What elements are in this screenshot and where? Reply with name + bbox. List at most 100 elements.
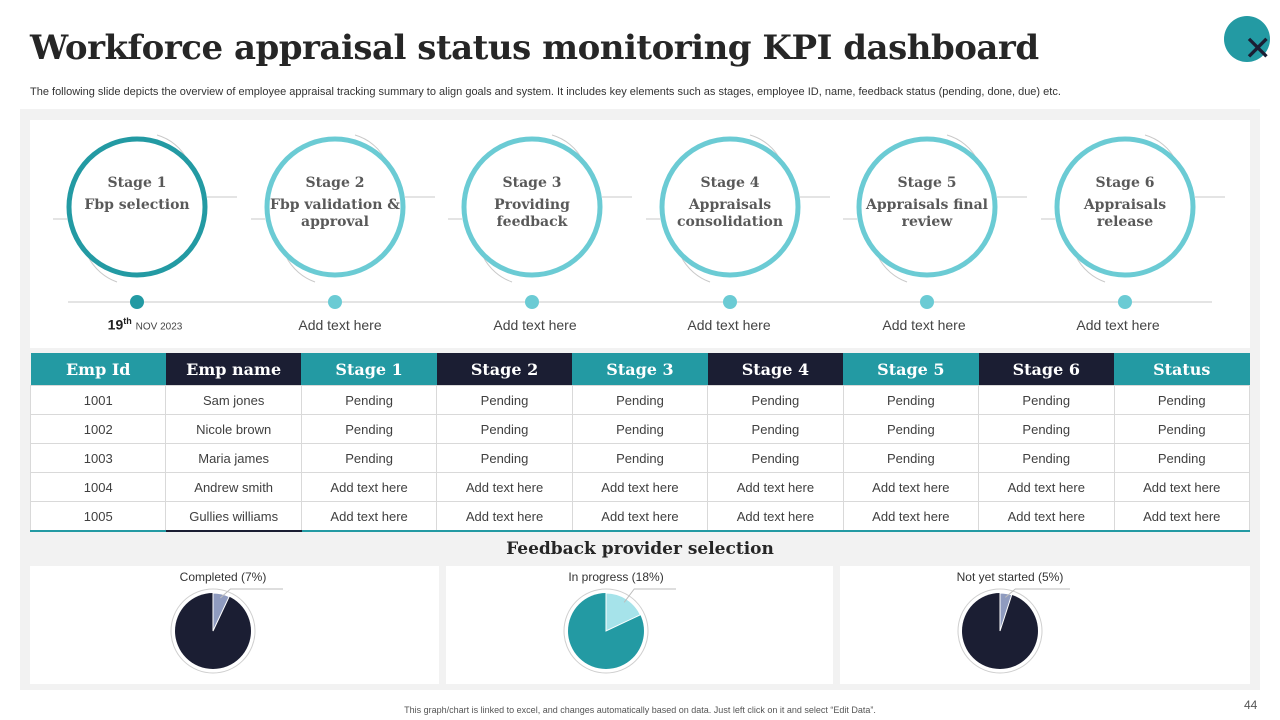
table-row: 1004 Andrew smith Add text here Add text he… (29, 472, 1250, 502)
table-cell: Maria james (165, 443, 302, 473)
stages-section (30, 120, 1250, 348)
pie-chart (957, 588, 1070, 674)
stage-number: Stage 3 (502, 175, 562, 191)
column-header: Status (1114, 353, 1250, 386)
table-cell: Pending (1113, 414, 1250, 444)
stage-ring-3 (448, 134, 632, 283)
pie-chart-card[interactable]: Not yet started (5%) (840, 566, 1250, 684)
column-header: Stage 2 (436, 353, 573, 386)
timeline-text-5[interactable]: Add text here (882, 317, 966, 333)
timeline-text-3[interactable]: Add text here (493, 317, 577, 333)
timeline-date: 19th NOV 2023 (90, 316, 200, 333)
stage-number: Stage 6 (1095, 175, 1155, 191)
feedback-title: Feedback provider selection (506, 539, 774, 559)
table-cell: Add text here (571, 501, 709, 532)
table-cell: Pending (300, 385, 438, 415)
timeline-dot-3 (525, 295, 539, 309)
stage-name: Appraisals consolidation (676, 197, 784, 230)
table-cell: Pending (707, 385, 844, 415)
stage-label-3: Stage 3 Providing feedback (467, 175, 597, 231)
date-day: 19 (107, 316, 124, 333)
table-cell: Pending (571, 443, 709, 473)
stage-ring-5 (843, 134, 1027, 283)
stage-label-2: Stage 2 Fbp validation & approval (270, 175, 400, 231)
pie-leader-line (1004, 588, 1070, 598)
close-button[interactable]: ✕ (1224, 16, 1272, 66)
table-cell: Add text here (978, 472, 1115, 502)
table-cell: Pending (571, 385, 709, 415)
page-title: Workforce appraisal status monitoring KP… (30, 28, 1039, 68)
table-cell: 1005 (29, 501, 167, 532)
table-cell: Pending (978, 385, 1115, 415)
footer-note: This graph/chart is linked to excel, and… (404, 705, 876, 715)
table-cell: Add text here (707, 501, 844, 532)
page-number: 44 (1244, 698, 1258, 712)
column-header: Stage 5 (843, 353, 979, 386)
stage-number: Stage 1 (107, 175, 167, 191)
table-cell: Add text here (1113, 472, 1250, 502)
table-row: 1005 Gullies williams Add text here Add tex… (29, 501, 1250, 532)
table-cell: 1001 (29, 385, 167, 415)
column-header: Emp Id (30, 353, 166, 386)
table-cell: Add text here (707, 472, 844, 502)
stage-label-1: Stage 1 Fbp selection (72, 175, 202, 214)
stage-number: Stage 4 (700, 175, 760, 191)
stage-name: Fbp selection (84, 197, 190, 213)
pie-leader-line (220, 588, 283, 599)
table-row: 1002 Nicole brown Pending Pending Pending Pen… (29, 414, 1250, 444)
pie-label: In progress (18%) (568, 570, 664, 584)
pie-leader-line (623, 588, 676, 603)
table-cell: 1003 (29, 443, 167, 473)
timeline-text-4[interactable]: Add text here (687, 317, 771, 333)
column-header: Stage 4 (707, 353, 844, 386)
table-cell: Pending (707, 414, 844, 444)
stage-name: Appraisals release (1083, 197, 1167, 230)
stage-label-5: Stage 5 Appraisals final review (862, 175, 992, 231)
table-header-row: Emp Id Emp name Stage 1 Stage 2 Stage 3 Stage… (30, 353, 1250, 386)
stage-name: Providing feedback (494, 197, 570, 230)
table-cell: Pending (571, 414, 709, 444)
pie-slice-highlight (999, 592, 1013, 632)
appraisal-table: Emp Id Emp name Stage 1 Stage 2 Stage 3 Stage… (29, 353, 1250, 532)
stage-label-4: Stage 4 Appraisals consolidation (665, 175, 795, 231)
table-cell: Add text here (842, 501, 980, 532)
table-cell: Pending (978, 443, 1115, 473)
timeline-dot-6 (1118, 295, 1132, 309)
table-cell: Pending (842, 443, 980, 473)
timeline-text-6[interactable]: Add text here (1076, 317, 1160, 333)
table-cell: Sam jones (165, 385, 302, 415)
table-cell: Add text here (571, 472, 709, 502)
table-cell: Pending (1113, 385, 1250, 415)
column-header: Stage 1 (301, 353, 437, 386)
table-cell: Pending (978, 414, 1115, 444)
pie-slice-highlight (212, 592, 230, 632)
date-suffix: th (123, 316, 132, 326)
table-cell: Andrew smith (165, 472, 302, 502)
timeline-dot-1 (130, 295, 144, 309)
timeline-text-2[interactable]: Add text here (298, 317, 382, 333)
table-cell: Add text here (300, 501, 438, 532)
table-cell: Pending (300, 443, 438, 473)
table-cell: Pending (842, 385, 980, 415)
stage-label-6: Stage 6 Appraisals release (1060, 175, 1190, 231)
table-cell: Add text here (842, 472, 980, 502)
table-cell: Nicole brown (165, 414, 302, 444)
table-cell: 1004 (29, 472, 167, 502)
timeline-dot-5 (920, 295, 934, 309)
column-header: Stage 6 (978, 353, 1114, 386)
table-cell: Pending (436, 385, 573, 415)
table-row: 1001 Sam jones Pending Pending Pending Pendin… (29, 385, 1250, 415)
pie-chart-card[interactable]: In progress (18%) (446, 566, 833, 684)
stage-ring-2 (251, 134, 435, 283)
table-cell: Add text here (1113, 501, 1250, 532)
stage-ring-1 (53, 134, 237, 283)
table-cell: Add text here (436, 501, 573, 532)
stage-name: Appraisals final review (866, 197, 988, 230)
table-cell: Add text here (436, 472, 573, 502)
pie-chart-card[interactable]: Completed (7%) (30, 566, 439, 684)
pie-label: Not yet started (5%) (956, 570, 1064, 584)
column-header: Stage 3 (572, 353, 708, 386)
table-cell: 1002 (29, 414, 167, 444)
timeline-dot-4 (723, 295, 737, 309)
